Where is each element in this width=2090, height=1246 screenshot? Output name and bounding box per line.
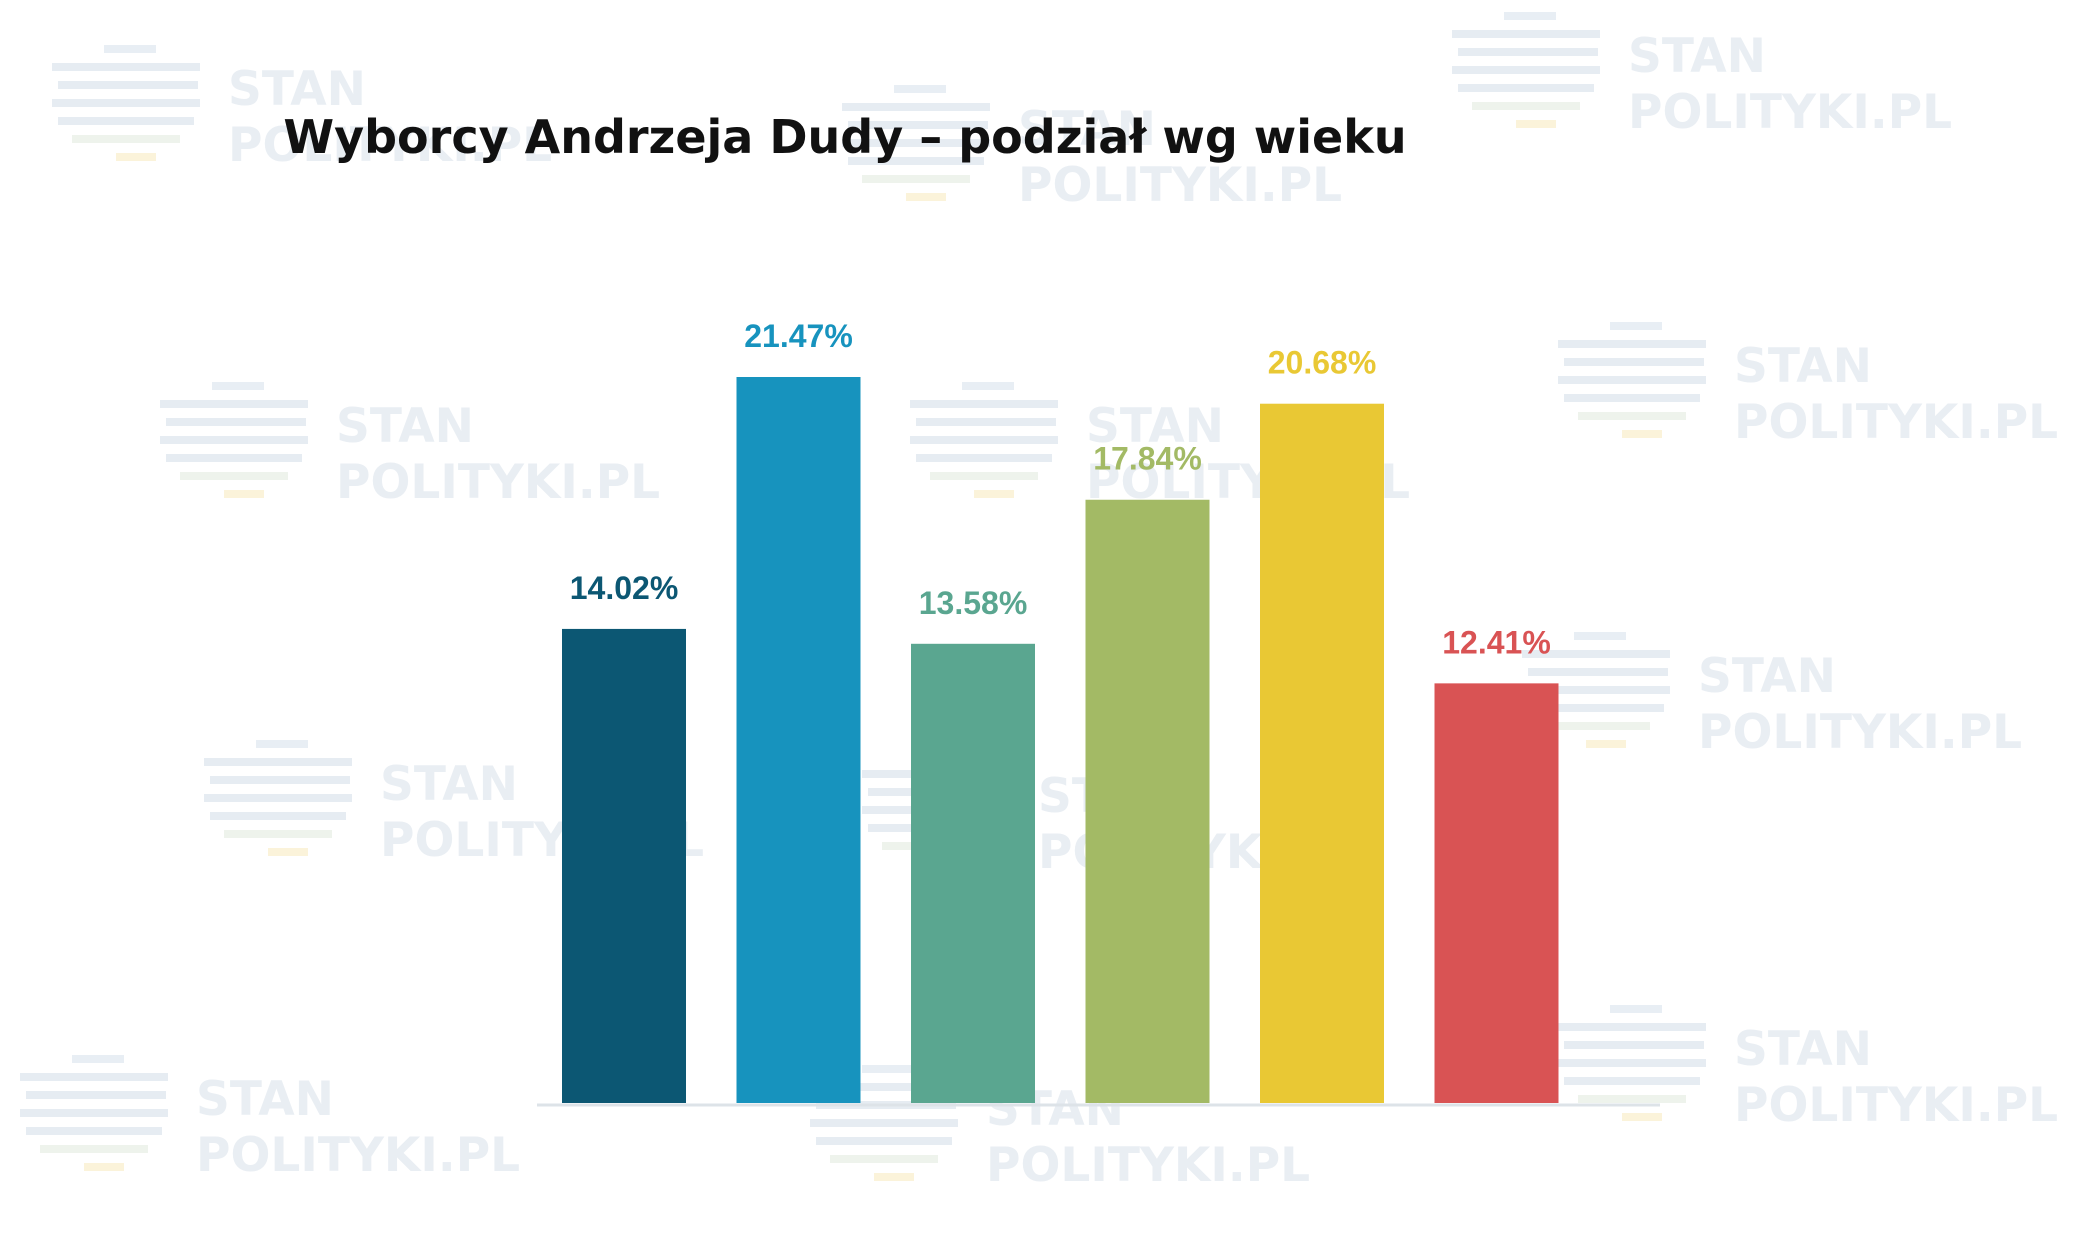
bar-value-label: 20.68% (1268, 345, 1377, 381)
watermark-logo-icon (1558, 322, 1706, 438)
bar-value-label: 12.41% (1442, 624, 1551, 660)
bar-value-label: 13.58% (919, 585, 1028, 621)
watermark-text-line1: STAN (1018, 102, 1156, 157)
watermark-logo-icon (52, 45, 200, 161)
watermark-text-line1: STAN (1698, 649, 1836, 704)
watermark-text-line1: STAN (336, 399, 474, 454)
bar (736, 377, 861, 1103)
chart-title: Wyborcy Andrzeja Dudy – podział wg wieku (283, 110, 1406, 164)
watermark-text-line2: POLITYKI.PL (1698, 705, 2022, 760)
watermark-text-line1: STAN (1628, 29, 1766, 84)
watermark-text-line1: STAN (1734, 1022, 1872, 1077)
watermark-text-line1: STAN (228, 62, 366, 117)
watermark-text-line1: STAN (196, 1072, 334, 1127)
watermark-text-line2: POLITYKI.PL (1734, 1078, 2058, 1133)
bar-value-label: 14.02% (570, 570, 679, 606)
watermark-logo-icon (910, 382, 1058, 498)
watermark-text-line1: STAN (1734, 339, 1872, 394)
watermark-text-line2: POLITYKI.PL (1018, 158, 1342, 213)
watermark-text-line2: POLITYKI.PL (986, 1138, 1310, 1193)
watermark-logo-icon (1558, 1005, 1706, 1121)
watermark-text-line2: POLITYKI.PL (1628, 85, 1952, 140)
watermark-text-line2: POLITYKI.PL (336, 455, 660, 510)
bar (911, 643, 1035, 1103)
watermark-logo-icon (160, 382, 308, 498)
watermark-text-line2: POLITYKI.PL (196, 1128, 520, 1183)
bar-value-label: 21.47% (744, 318, 853, 354)
watermark-text-line1: STAN (380, 757, 518, 812)
watermark-logo-icon (842, 85, 990, 201)
watermark-logo-icon (1452, 12, 1600, 128)
watermark-logo-icon (20, 1055, 168, 1171)
watermark-logo-icon (1522, 632, 1670, 748)
bar (1085, 499, 1210, 1104)
bar (1260, 403, 1384, 1103)
watermark-text-line2: POLITYKI.PL (228, 118, 552, 173)
watermark-logo-icon (204, 740, 352, 856)
watermark-text-line1: STAN (1086, 399, 1224, 454)
bar (562, 628, 686, 1103)
bar (1434, 683, 1559, 1103)
watermark-text-line2: POLITYKI.PL (1734, 395, 2058, 450)
bar-value-label: 17.84% (1093, 441, 1202, 477)
bars-group: 14.02% 21.47% 13.58% 17.84% 20.68% 12.41% (562, 318, 1559, 1104)
